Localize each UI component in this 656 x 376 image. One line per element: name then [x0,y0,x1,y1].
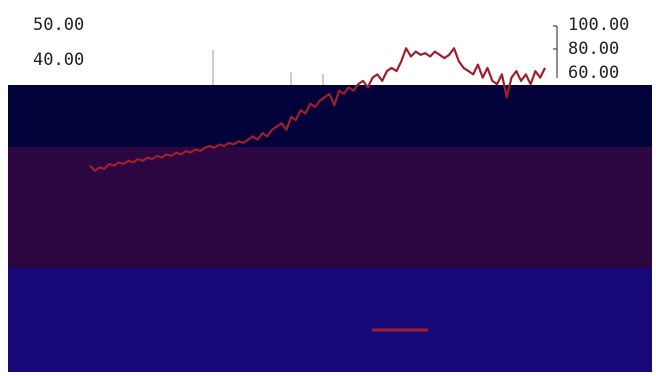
series-line [89,47,546,172]
y-right-tick-label: 60.00 [568,63,620,83]
y-right-tick-label: 100.00 [568,15,630,35]
y-left-tick-label: 40.00 [33,50,85,70]
y-left-tick-label: 50.00 [33,15,85,35]
plot-band-middle [8,147,652,268]
plot-band-bottom [8,268,652,372]
y-right-axis-line [553,25,558,78]
y-right-tick-label: 80.00 [568,39,620,59]
